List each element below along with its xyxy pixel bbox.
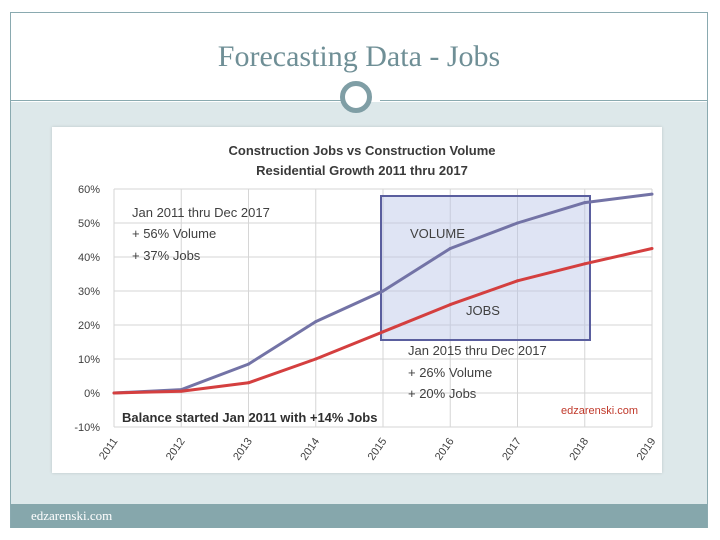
data-point-jobs [583, 262, 587, 266]
x-tick-label: 2015 [366, 436, 390, 463]
data-point-jobs [112, 391, 116, 395]
data-point-jobs [314, 357, 318, 361]
highlight-box-2015-2018 [380, 195, 591, 341]
y-tick-label: 10% [78, 354, 100, 366]
data-point-jobs [516, 279, 519, 283]
y-tick-label: 50% [78, 218, 100, 230]
y-tick-label: 30% [78, 286, 100, 298]
box-note-line-2: + 26% Volume [408, 365, 492, 380]
left-note-line-1: Jan 2011 thru Dec 2017 [132, 205, 270, 220]
data-point-volume [448, 247, 452, 250]
bottom-note: Balance started Jan 2011 with +14% Jobs [122, 410, 377, 425]
data-point-jobs [448, 303, 452, 307]
data-point-jobs [179, 389, 183, 393]
data-point-jobs [650, 247, 654, 250]
data-point-volume [650, 192, 654, 196]
y-axis-ticks: 60% 50% 40% 30% 20% 10% 0% -10% [74, 184, 100, 434]
y-tick-label: -10% [74, 422, 100, 434]
y-tick-label: 40% [78, 252, 100, 264]
title-circle-ornament [340, 81, 372, 113]
chart-panel: 60% 50% 40% 30% 20% 10% 0% -10% 2011 2012 2013 201… [52, 127, 662, 473]
box-note-line-3: + 20% Jobs [408, 386, 477, 401]
x-tick-label: 2011 [97, 436, 120, 462]
x-tick-label: 2016 [433, 436, 457, 463]
data-point-volume [583, 201, 587, 205]
data-point-volume [247, 362, 250, 366]
data-point-volume [314, 320, 318, 324]
footer-bar: edzarenski.com [11, 504, 707, 528]
chart-subtitle: Residential Growth 2011 thru 2017 [256, 163, 468, 178]
box-note-line-1: Jan 2015 thru Dec 2017 [408, 343, 547, 358]
left-note-line-3: + 37% Jobs [132, 248, 201, 263]
data-point-volume [381, 289, 385, 293]
y-tick-label: 0% [84, 388, 100, 400]
y-tick-label: 60% [78, 184, 100, 196]
title-divider-right [380, 100, 707, 101]
left-note-line-2: + 56% Volume [132, 226, 216, 241]
x-axis-ticks: 2011 2012 2013 2014 2015 2016 2017 2018 2019 [97, 436, 658, 463]
series-label-volume: VOLUME [410, 226, 465, 241]
chart-title: Construction Jobs vs Construction Volume [228, 143, 495, 158]
gridlines [113, 188, 653, 428]
y-tick-label: 20% [78, 320, 100, 332]
footer-text: edzarenski.com [31, 508, 113, 523]
chart-svg: 60%50%40%30%20%10%0%-10% 2011 2012 2013 201… [74, 143, 658, 463]
x-tick-label: 2014 [298, 436, 322, 463]
x-tick-label: 2019 [635, 436, 659, 463]
watermark: edzarenski.com [561, 405, 638, 417]
data-point-jobs [381, 330, 385, 334]
x-tick-label: 2018 [567, 436, 591, 463]
title-divider-left [11, 100, 341, 101]
slide-title: Forecasting Data - Jobs [217, 40, 501, 73]
x-tick-label: 2013 [231, 436, 255, 463]
data-point-jobs [247, 381, 250, 385]
x-tick-label: 2012 [164, 436, 188, 463]
series-label-jobs: JOBS [466, 303, 500, 318]
data-point-volume [516, 221, 519, 225]
x-tick-label: 2017 [500, 436, 524, 463]
series-lines [112, 192, 654, 395]
